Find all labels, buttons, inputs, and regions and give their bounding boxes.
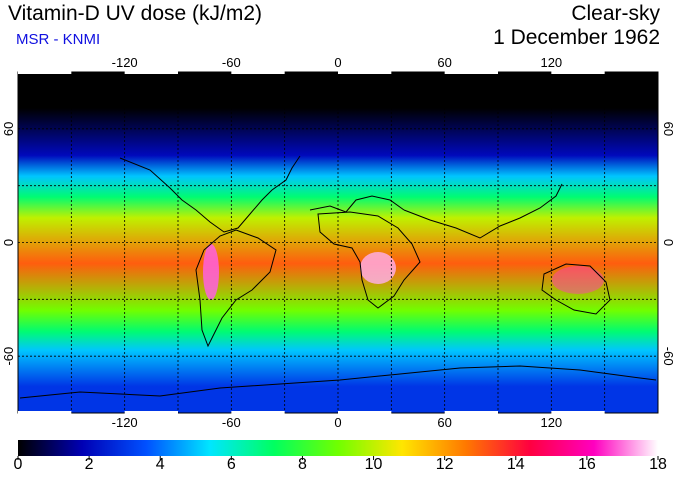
colorbar-label: 12: [435, 456, 454, 473]
frame-tick-bottom: [338, 411, 392, 414]
colorbar-label: 8: [297, 456, 307, 473]
frame-tick-top: [338, 71, 392, 74]
frame-tick-top: [551, 71, 605, 74]
longitude-label: -120: [112, 55, 138, 70]
colorbar-label: 16: [577, 456, 596, 473]
map-title: Vitamin-D UV dose (kJ/m2): [8, 2, 263, 25]
sky-condition: Clear-sky: [571, 2, 660, 25]
colorbar-ticks: [17, 456, 659, 460]
frame-tick-top: [18, 71, 72, 74]
frame-tick-bottom: [18, 411, 72, 414]
longitude-label: 0: [334, 415, 341, 430]
map-date: 1 December 1962: [493, 26, 660, 49]
longitude-label: 60: [437, 415, 451, 430]
south-america-coast: [195, 229, 277, 348]
colorbar-label: 14: [506, 456, 525, 473]
longitude-label: 60: [437, 55, 451, 70]
frame-tick-bottom: [124, 411, 178, 414]
data-source: MSR - KNMI: [16, 31, 101, 48]
colorbar-label: 18: [649, 456, 667, 473]
andes-hotspot: [203, 244, 219, 300]
latitude-label-right: 0: [661, 239, 676, 246]
australia-hotspot: [552, 266, 604, 294]
longitude-label: -60: [222, 415, 241, 430]
colorbar-label: 6: [226, 456, 236, 473]
asia-coast: [403, 183, 563, 239]
australia-coast: [541, 263, 611, 315]
frame-tick-bottom: [444, 411, 498, 414]
latitude-label-left: -60: [1, 347, 16, 366]
longitude-label: -60: [222, 55, 241, 70]
longitude-label: 120: [540, 415, 562, 430]
antarctica-coast: [19, 365, 657, 399]
hotspots: [203, 244, 604, 300]
africa-hotspot: [360, 252, 396, 284]
latitude-label-left: 60: [1, 122, 16, 136]
axis-labels: -120 -120 -60 -60 0 0 60 60 120 120 60 60 0 0 -60 -60: [1, 55, 676, 430]
frame-tick-top: [124, 71, 178, 74]
lat-lon-grid: [18, 72, 658, 413]
frame-tick-top: [231, 71, 285, 74]
africa-coast: [317, 211, 421, 309]
europe-coast: [309, 195, 405, 213]
colorbar-label: 2: [84, 456, 94, 473]
coastlines: [19, 155, 657, 399]
frame-tick-top: [444, 71, 498, 74]
frame-ticks: [18, 71, 605, 414]
latitude-label-right: 60: [661, 122, 676, 136]
colorbar-label: 0: [13, 456, 23, 473]
colorbar-label: 10: [364, 456, 383, 473]
longitude-label: -120: [112, 415, 138, 430]
longitude-label: 120: [540, 55, 562, 70]
colorbar: [18, 440, 658, 456]
latitude-label-left: 0: [1, 239, 16, 246]
latitude-label-right: -60: [661, 347, 676, 366]
longitude-label: 0: [334, 55, 341, 70]
frame-tick-bottom: [231, 411, 285, 414]
colorbar-label: 4: [155, 456, 165, 473]
frame-tick-bottom: [551, 411, 605, 414]
